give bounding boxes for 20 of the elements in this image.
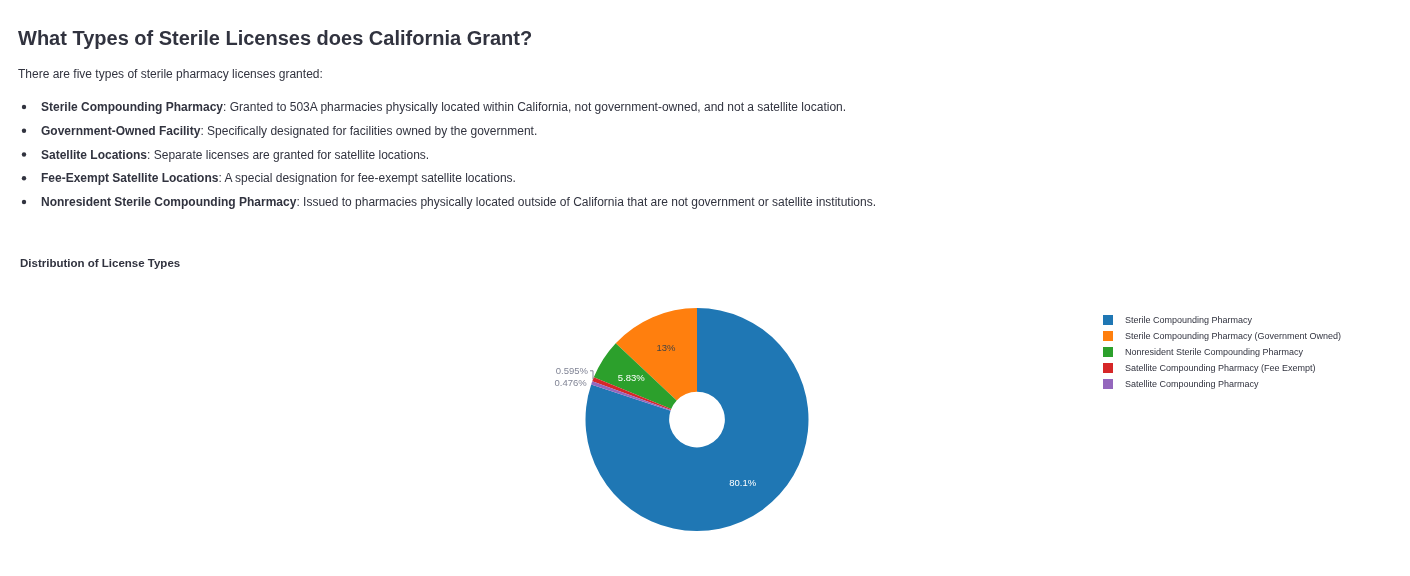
text: What Types of Sterile Licenses does California Grant? (18, 27, 533, 49)
donut-slice (615, 308, 697, 401)
text: Nonresident Sterile Compounding Pharmacy: Issued to pharmacies physically located outside of California that are not government or satellite institutions. (41, 195, 877, 209)
text: Fee-Exempt Satellite Locations: A special designation for fee-exempt satellite locations. (41, 171, 516, 186)
text: Satellite Locations: Separate licenses are granted for satellite locations. (41, 147, 430, 162)
data-label: 13% (656, 342, 677, 354)
legend-label: Satellite Compounding Pharmacy (Fee Exempt) (1125, 363, 1316, 374)
data-label: 0.476% (554, 377, 588, 389)
data-label: 5.83% (617, 371, 646, 383)
legend-label: Sterile Compounding Pharmacy (Government Owned) (1125, 331, 1342, 342)
legend-label: Sterile Compounding Pharmacy (1125, 315, 1253, 326)
text: Government-Owned Facility: Specifically designated for facilities owned by the government. (41, 123, 538, 138)
text: There are five types of sterile pharmacy licenses granted: (18, 67, 323, 81)
text: Sterile Compounding Pharmacy: Granted to 503A pharmacies physically located within California, not government-owned, and not a satellite location. (41, 100, 847, 114)
data-label: 0.595% (555, 365, 589, 377)
legend-label: Satellite Compounding Pharmacy (1125, 379, 1260, 390)
donut-slice (593, 343, 677, 409)
text: Distribution of License Types (20, 257, 181, 269)
legend-label: Nonresident Sterile Compounding Pharmacy (1125, 347, 1304, 358)
data-label: 80.1% (729, 477, 757, 489)
